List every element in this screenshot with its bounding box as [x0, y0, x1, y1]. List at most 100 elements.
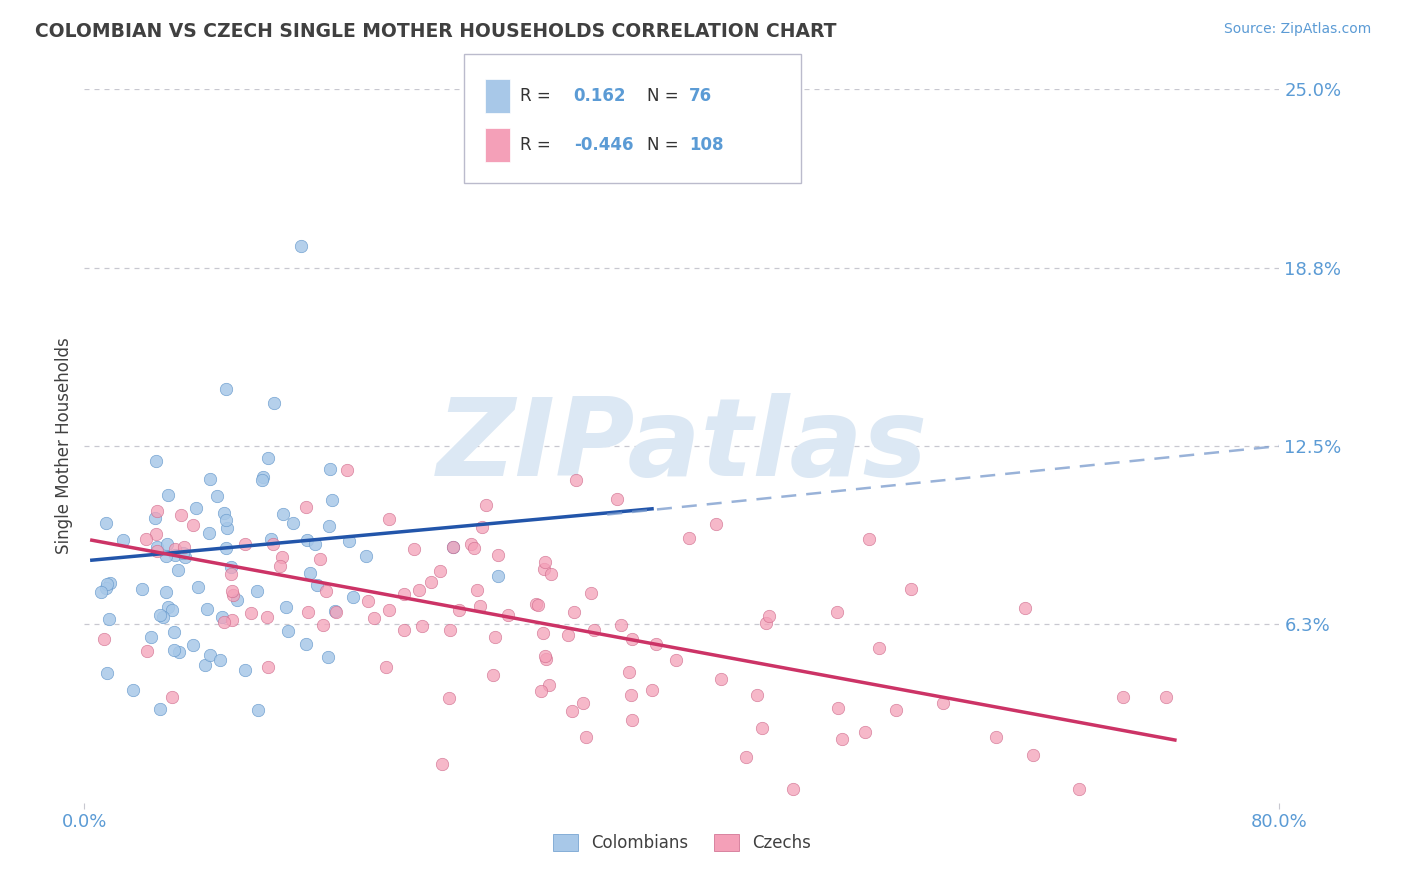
Point — [900, 582, 922, 596]
Point — [155, 584, 177, 599]
Point — [163, 542, 186, 557]
Point — [98, 612, 121, 626]
Point — [198, 526, 221, 541]
Point — [139, 630, 162, 644]
Point — [357, 594, 380, 608]
Point — [575, 730, 598, 744]
Point — [530, 684, 553, 698]
Point — [463, 541, 485, 555]
Point — [755, 616, 778, 631]
Point — [247, 703, 270, 717]
Point — [392, 623, 415, 637]
Text: Source: ZipAtlas.com: Source: ZipAtlas.com — [1223, 22, 1371, 37]
Point — [155, 549, 177, 563]
Text: N =: N = — [647, 87, 678, 105]
Point — [226, 592, 249, 607]
Point — [1154, 690, 1177, 705]
Point — [198, 472, 221, 486]
Point — [481, 667, 503, 681]
Point — [295, 637, 318, 651]
Point — [354, 549, 377, 564]
Point — [321, 492, 343, 507]
Point — [439, 623, 461, 637]
Point — [831, 731, 853, 746]
Point — [419, 575, 441, 590]
Point — [181, 638, 204, 652]
Point — [149, 702, 172, 716]
Point — [678, 532, 700, 546]
Point — [262, 537, 284, 551]
Point — [498, 607, 520, 622]
Point — [579, 586, 602, 600]
Point — [312, 618, 335, 632]
Point — [526, 598, 548, 612]
Point — [471, 520, 494, 534]
Point — [392, 586, 415, 600]
Point — [163, 642, 186, 657]
Point — [884, 703, 907, 717]
Point — [404, 541, 426, 556]
Point — [160, 690, 183, 705]
Point — [169, 508, 191, 522]
Point — [215, 382, 238, 396]
Point — [239, 607, 262, 621]
Point — [408, 582, 430, 597]
Point — [297, 533, 319, 548]
Point — [146, 544, 169, 558]
Point — [565, 473, 588, 487]
Text: N =: N = — [647, 136, 678, 154]
Point — [323, 603, 346, 617]
Point — [93, 632, 115, 646]
Point — [534, 652, 557, 666]
Point — [221, 566, 243, 581]
Point — [432, 756, 454, 771]
Point — [1014, 601, 1036, 615]
Point — [540, 567, 562, 582]
Text: 108: 108 — [689, 136, 724, 154]
Point — [187, 580, 209, 594]
Point — [90, 585, 112, 599]
Point — [620, 713, 643, 727]
Point — [621, 632, 644, 646]
Point — [149, 607, 172, 622]
Point — [167, 645, 190, 659]
Point — [1112, 690, 1135, 705]
Point — [619, 665, 641, 679]
Point — [782, 781, 804, 796]
Point — [411, 619, 433, 633]
Point — [606, 492, 628, 507]
Point — [1069, 781, 1091, 796]
Point — [145, 527, 167, 541]
Point — [460, 536, 482, 550]
Point — [135, 532, 157, 546]
Point — [122, 683, 145, 698]
Point — [441, 541, 464, 555]
Point — [533, 649, 555, 664]
Point — [316, 649, 339, 664]
Point — [98, 575, 121, 590]
Point — [221, 613, 243, 627]
Y-axis label: Single Mother Households: Single Mother Households — [55, 338, 73, 554]
Point — [319, 462, 342, 476]
Point — [441, 541, 464, 555]
Point — [735, 750, 758, 764]
Point — [274, 600, 297, 615]
Point — [260, 532, 283, 546]
Point — [318, 518, 340, 533]
Point — [167, 563, 190, 577]
Point — [1022, 747, 1045, 762]
Point — [96, 577, 118, 591]
Point — [484, 630, 506, 644]
Point — [165, 548, 187, 562]
Point — [665, 652, 688, 666]
Text: 0.162: 0.162 — [574, 87, 626, 105]
Point — [96, 665, 118, 680]
Point — [610, 618, 633, 632]
Point — [173, 540, 195, 554]
Point — [194, 658, 217, 673]
Point — [172, 546, 194, 560]
Point — [174, 549, 197, 564]
Point — [152, 610, 174, 624]
Text: COLOMBIAN VS CZECH SINGLE MOTHER HOUSEHOLDS CORRELATION CHART: COLOMBIAN VS CZECH SINGLE MOTHER HOUSEHO… — [35, 22, 837, 41]
Point — [641, 682, 664, 697]
